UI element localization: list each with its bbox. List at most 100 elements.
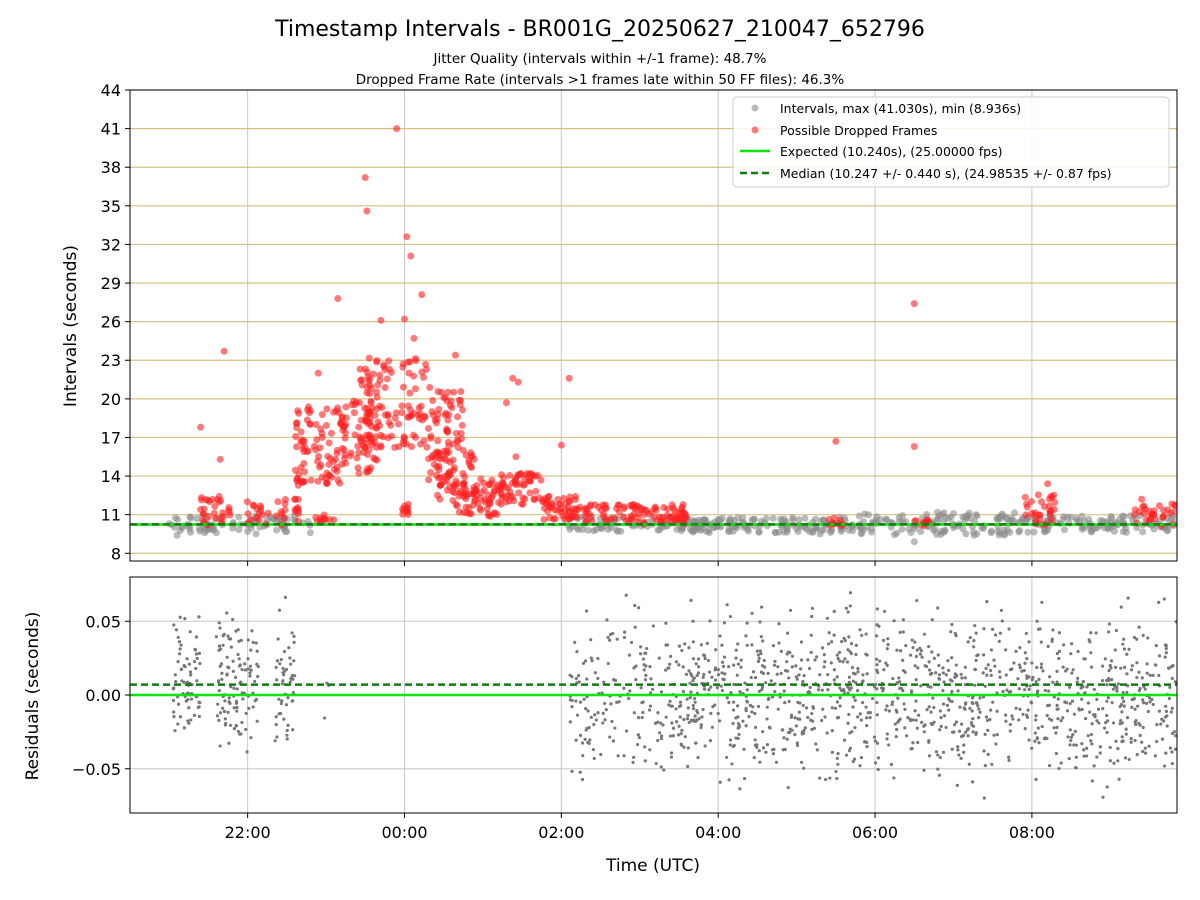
residual-point <box>1016 677 1020 681</box>
residual-point <box>224 721 228 725</box>
data-point <box>330 516 338 524</box>
residual-point <box>176 635 180 640</box>
residual-point <box>1150 697 1154 702</box>
residual-point <box>713 666 718 670</box>
residual-point <box>774 760 778 764</box>
data-point <box>193 515 201 523</box>
residual-point <box>963 665 967 669</box>
data-point <box>424 424 432 432</box>
residual-point <box>699 723 703 727</box>
data-point <box>795 516 803 524</box>
residual-point <box>852 695 856 699</box>
residual-point <box>799 760 804 764</box>
residual-point <box>233 675 238 679</box>
data-point <box>314 369 322 377</box>
residual-point <box>188 630 192 634</box>
residual-point <box>178 615 182 619</box>
data-point <box>794 527 802 535</box>
residual-point <box>662 768 666 772</box>
residual-point <box>611 739 616 743</box>
residual-point <box>653 721 658 725</box>
residual-point <box>702 672 706 677</box>
residual-point <box>714 648 718 652</box>
data-point <box>391 414 399 422</box>
residual-point <box>631 760 635 764</box>
residual-point <box>1069 738 1073 743</box>
residual-point <box>836 656 840 661</box>
residual-point <box>171 698 176 703</box>
residual-point <box>1055 651 1059 656</box>
residual-point <box>985 673 989 677</box>
residual-point <box>1089 732 1094 737</box>
residual-point <box>985 600 989 604</box>
residual-point <box>1120 710 1124 714</box>
residual-point <box>922 730 926 734</box>
data-point <box>406 389 414 397</box>
residual-point <box>648 704 653 708</box>
residual-point <box>802 674 806 678</box>
data-point <box>769 514 777 522</box>
residual-point <box>592 722 596 727</box>
residual-point <box>1068 685 1072 689</box>
data-point <box>235 513 243 521</box>
residual-point <box>256 674 260 679</box>
data-point <box>714 515 722 523</box>
data-point <box>243 498 251 506</box>
residual-point <box>865 653 869 657</box>
residual-point <box>989 648 994 652</box>
residual-point <box>1055 707 1059 711</box>
residual-point <box>1051 680 1055 684</box>
data-point <box>211 502 219 510</box>
residual-point <box>1024 631 1028 636</box>
residual-point <box>847 675 852 679</box>
residual-point <box>747 715 751 719</box>
data-point <box>1024 528 1032 536</box>
data-point <box>1140 509 1148 517</box>
residual-point <box>835 700 840 704</box>
residual-point <box>918 652 922 656</box>
residual-point <box>236 652 240 657</box>
residual-point <box>972 645 976 649</box>
residual-point <box>873 739 877 743</box>
residual-point <box>186 698 190 702</box>
residual-point <box>847 680 851 684</box>
residual-point <box>591 747 595 752</box>
residual-point <box>1020 669 1024 673</box>
residual-point <box>760 605 764 609</box>
data-point <box>314 477 322 485</box>
residual-point <box>756 704 761 709</box>
residual-point <box>1135 661 1139 665</box>
residual-point <box>883 609 887 613</box>
data-point <box>434 491 442 499</box>
legend-label-dropped: Possible Dropped Frames <box>780 123 937 138</box>
data-point <box>454 413 462 421</box>
residual-point <box>827 631 831 635</box>
residual-point <box>189 718 193 722</box>
residual-point <box>1120 696 1125 700</box>
residual-point <box>977 707 981 711</box>
residual-point <box>722 655 727 659</box>
residual-point <box>1059 719 1063 723</box>
data-point <box>780 515 788 523</box>
data-point <box>411 385 419 393</box>
data-point <box>581 512 589 520</box>
residual-point <box>1125 672 1129 676</box>
residual-point <box>1170 676 1174 680</box>
data-point <box>573 524 581 532</box>
residual-point <box>753 675 758 680</box>
residual-point <box>1145 671 1149 675</box>
residual-point <box>684 672 689 676</box>
residual-point <box>239 680 243 684</box>
residual-point <box>861 679 865 683</box>
data-point <box>407 252 415 260</box>
residual-point <box>789 715 794 719</box>
data-point <box>368 404 376 412</box>
residual-point <box>633 603 637 608</box>
residual-point <box>654 761 658 766</box>
residual-point <box>950 679 954 683</box>
data-point <box>576 503 584 511</box>
residual-point <box>806 658 810 662</box>
data-point <box>297 438 305 446</box>
x-tick-label: 06:00 <box>852 823 898 842</box>
residual-point <box>947 668 951 672</box>
